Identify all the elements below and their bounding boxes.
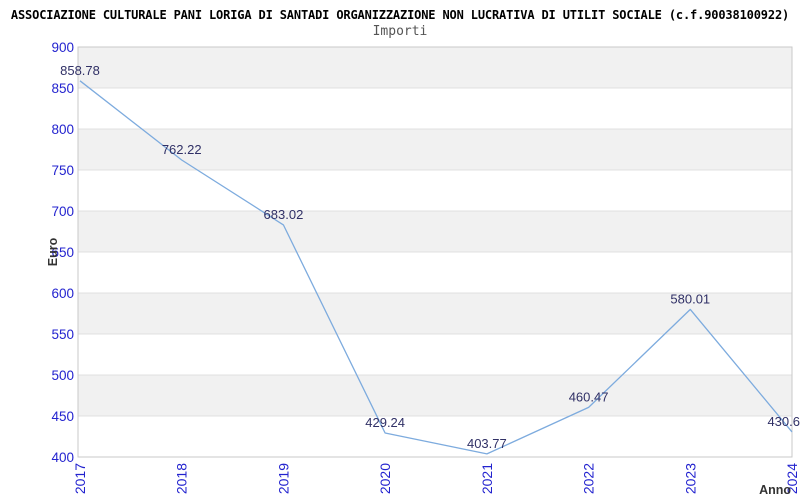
series-line bbox=[79, 80, 793, 455]
data-point-label: 858.78 bbox=[60, 63, 100, 78]
y-tick-label: 550 bbox=[51, 327, 74, 342]
x-tick-label: 2023 bbox=[682, 463, 698, 494]
x-tick-label: 2022 bbox=[581, 463, 597, 494]
x-tick-label: 2018 bbox=[174, 463, 190, 494]
y-tick-label: 750 bbox=[51, 163, 74, 178]
chart-title: ASSOCIAZIONE CULTURALE PANI LORIGA DI SA… bbox=[10, 8, 790, 22]
x-tick-label: 2021 bbox=[479, 463, 495, 494]
y-tick-label: 850 bbox=[51, 81, 74, 96]
y-axis-title: Euro bbox=[46, 237, 60, 266]
y-tick-label: 900 bbox=[51, 40, 74, 55]
data-point-label: 430.6 bbox=[767, 414, 800, 429]
y-tick-label: 800 bbox=[51, 122, 74, 137]
grid-band bbox=[78, 293, 792, 334]
y-tick-label: 700 bbox=[51, 204, 74, 219]
data-point-label: 403.77 bbox=[467, 436, 507, 451]
plot-border bbox=[77, 46, 793, 458]
data-point-label: 429.24 bbox=[365, 415, 405, 430]
grid-band bbox=[78, 129, 792, 170]
grid-band bbox=[78, 375, 792, 416]
y-tick-label: 600 bbox=[51, 286, 74, 301]
grid-band bbox=[78, 211, 792, 252]
x-tick-label: 2020 bbox=[377, 463, 393, 494]
data-point-label: 762.22 bbox=[162, 142, 202, 157]
x-tick-label: 2019 bbox=[275, 463, 291, 494]
x-axis-title: Anno bbox=[759, 483, 791, 497]
data-point-label: 580.01 bbox=[670, 291, 710, 306]
x-tick-label: 2017 bbox=[72, 463, 88, 494]
data-point-label: 683.02 bbox=[264, 207, 304, 222]
y-tick-label: 650 bbox=[51, 245, 74, 260]
y-tick-label: 450 bbox=[51, 409, 74, 424]
y-tick-label: 500 bbox=[51, 368, 74, 383]
data-point-label: 460.47 bbox=[569, 389, 609, 404]
y-tick-label: 400 bbox=[51, 450, 74, 465]
x-tick-label: 2024 bbox=[784, 463, 800, 494]
grid-band bbox=[78, 47, 792, 88]
chart-subtitle: Importi bbox=[372, 24, 428, 39]
